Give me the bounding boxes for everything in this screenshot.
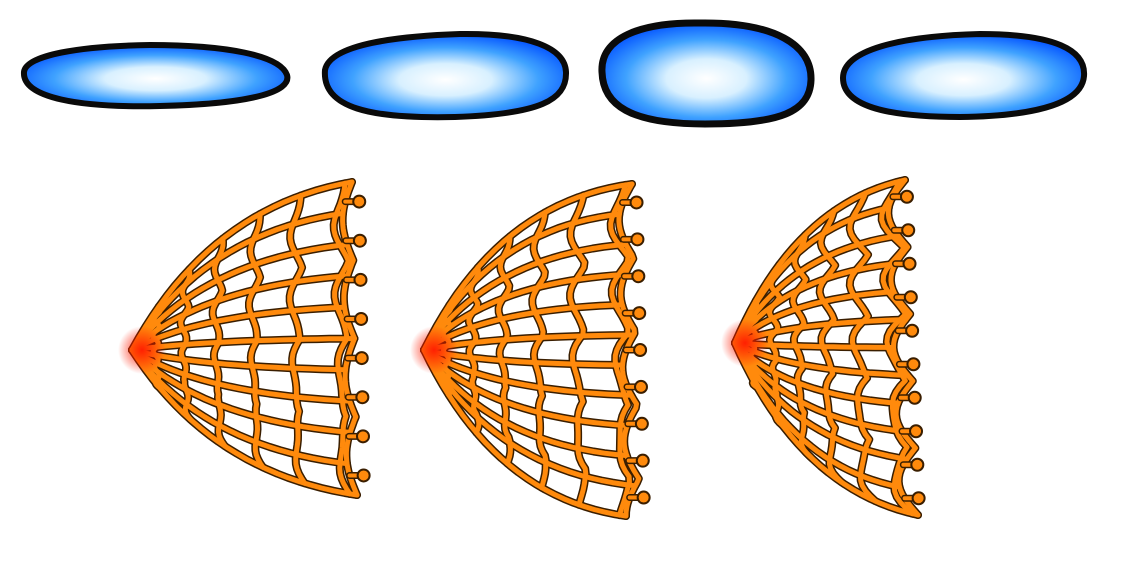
net-ring (567, 192, 589, 508)
net-hub (721, 319, 769, 367)
net-1 (118, 178, 371, 499)
net-ring (817, 208, 844, 485)
net-knob (634, 416, 649, 431)
net-ring (879, 178, 915, 517)
blob-2 (321, 30, 570, 121)
net-knob (629, 195, 644, 210)
net-knob (910, 457, 925, 472)
net-spoke (421, 211, 622, 353)
net-edge (340, 179, 360, 498)
net-knob (354, 351, 369, 366)
net-spoke-outline (420, 346, 640, 490)
net-knob (353, 272, 368, 287)
net-knob (631, 269, 646, 284)
net-ring (178, 267, 193, 422)
net-2 (410, 180, 651, 520)
net-ring (246, 211, 266, 470)
net-knob (355, 429, 370, 444)
net-knob (633, 379, 648, 394)
blob-3 (598, 19, 815, 128)
net-3 (721, 176, 926, 519)
net-hub (410, 326, 458, 374)
net-knob (356, 468, 371, 483)
net-knob (636, 490, 651, 505)
net-knob (352, 233, 367, 248)
net-ring (847, 190, 878, 504)
net-ring (608, 182, 632, 518)
net-knob (903, 290, 918, 305)
net-ring (331, 180, 353, 497)
net-hub (118, 326, 166, 374)
net-knob (632, 306, 647, 321)
net-spoke (421, 347, 638, 489)
net-knob (905, 323, 920, 338)
net-knob (906, 357, 921, 372)
net-knob (633, 343, 648, 357)
net-ring (287, 193, 308, 486)
net-knob (901, 223, 916, 238)
net-knob (630, 232, 645, 247)
net-ring (529, 209, 549, 491)
net-knob (354, 311, 369, 326)
blob-row (21, 19, 1088, 128)
net-knob (355, 390, 370, 405)
net-knob (909, 424, 924, 439)
net-ring (790, 232, 814, 460)
blob-1 (21, 42, 291, 110)
net-knob (635, 453, 650, 468)
net-knob (907, 390, 922, 405)
net-ring (496, 234, 513, 466)
net-knob (911, 491, 926, 506)
net-knob (352, 194, 367, 209)
net-knob (899, 189, 914, 204)
net-spoke-outline (420, 210, 624, 354)
net-ring (210, 236, 228, 449)
net-ring (767, 262, 785, 428)
net-edge (885, 177, 921, 518)
net-ring (466, 264, 482, 436)
net-row (118, 176, 926, 520)
blob-4 (840, 31, 1088, 120)
net-knob (902, 256, 917, 271)
